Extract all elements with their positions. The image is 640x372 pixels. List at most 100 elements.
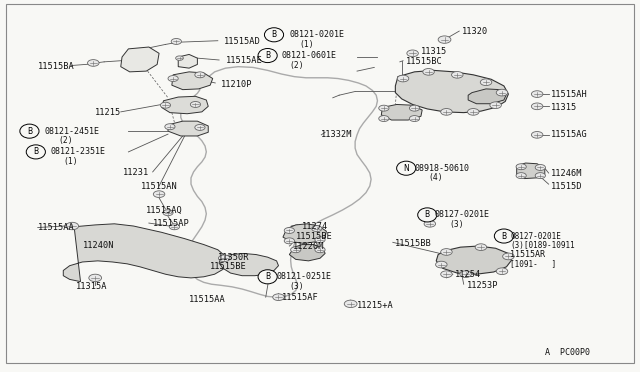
Circle shape bbox=[154, 191, 165, 198]
Circle shape bbox=[195, 125, 205, 131]
Text: N: N bbox=[403, 164, 409, 173]
Text: 11515BB: 11515BB bbox=[396, 239, 432, 248]
Text: 11515AF: 11515AF bbox=[282, 293, 319, 302]
Ellipse shape bbox=[26, 145, 45, 159]
Text: 11350R: 11350R bbox=[218, 253, 250, 262]
Text: 11515AA: 11515AA bbox=[189, 295, 226, 304]
Text: [1091-   ]: [1091- ] bbox=[510, 259, 557, 268]
Text: B: B bbox=[27, 126, 32, 136]
Polygon shape bbox=[283, 224, 326, 243]
Text: 11515AH: 11515AH bbox=[551, 90, 588, 99]
Text: (3)[0189-10911: (3)[0189-10911 bbox=[510, 241, 575, 250]
Circle shape bbox=[195, 72, 205, 78]
Text: 11515BE: 11515BE bbox=[210, 262, 247, 271]
Polygon shape bbox=[121, 47, 159, 72]
Circle shape bbox=[218, 255, 230, 262]
Polygon shape bbox=[289, 244, 325, 261]
Text: 11515BE: 11515BE bbox=[296, 231, 333, 241]
Text: 11254: 11254 bbox=[456, 270, 482, 279]
Text: 08127-0201E: 08127-0201E bbox=[435, 211, 490, 219]
Circle shape bbox=[165, 124, 175, 130]
Circle shape bbox=[190, 102, 200, 108]
Circle shape bbox=[516, 164, 526, 170]
Circle shape bbox=[315, 237, 325, 243]
Circle shape bbox=[163, 210, 173, 216]
Text: 08918-50610: 08918-50610 bbox=[415, 164, 470, 173]
Circle shape bbox=[379, 105, 389, 111]
Circle shape bbox=[423, 68, 435, 75]
Circle shape bbox=[312, 226, 322, 232]
Text: 08121-2451E: 08121-2451E bbox=[44, 126, 99, 136]
Text: (2): (2) bbox=[58, 136, 73, 145]
Text: 11515AD: 11515AD bbox=[224, 37, 261, 46]
Circle shape bbox=[397, 75, 409, 82]
Text: 11320: 11320 bbox=[462, 26, 488, 36]
Circle shape bbox=[284, 228, 294, 234]
Text: B: B bbox=[501, 231, 506, 241]
Circle shape bbox=[66, 222, 79, 230]
Circle shape bbox=[436, 261, 447, 268]
Circle shape bbox=[535, 164, 545, 170]
Text: 08127-0201E: 08127-0201E bbox=[510, 231, 561, 241]
Circle shape bbox=[170, 224, 179, 230]
Text: 11315A: 11315A bbox=[76, 282, 108, 291]
Text: 11515AA: 11515AA bbox=[38, 223, 74, 232]
Circle shape bbox=[175, 56, 183, 60]
Circle shape bbox=[424, 221, 436, 227]
Ellipse shape bbox=[258, 48, 277, 62]
Text: 11515AE: 11515AE bbox=[225, 56, 262, 65]
Circle shape bbox=[531, 132, 543, 138]
Circle shape bbox=[263, 271, 275, 278]
Circle shape bbox=[531, 103, 543, 110]
Text: 08121-0601E: 08121-0601E bbox=[282, 51, 337, 60]
Text: (3): (3) bbox=[289, 282, 304, 291]
Circle shape bbox=[379, 116, 389, 122]
Circle shape bbox=[291, 247, 301, 253]
Circle shape bbox=[535, 173, 545, 179]
Text: 11515BC: 11515BC bbox=[406, 57, 443, 66]
Ellipse shape bbox=[258, 270, 277, 284]
Polygon shape bbox=[516, 163, 545, 179]
Text: 11215: 11215 bbox=[95, 108, 122, 117]
Circle shape bbox=[168, 76, 178, 81]
Text: 11515AR: 11515AR bbox=[510, 250, 545, 259]
Text: 08121-0251E: 08121-0251E bbox=[276, 272, 332, 281]
Text: 11515AG: 11515AG bbox=[551, 130, 588, 140]
Circle shape bbox=[516, 173, 526, 179]
Text: (1): (1) bbox=[63, 157, 78, 166]
Text: 11332M: 11332M bbox=[321, 130, 353, 140]
Ellipse shape bbox=[20, 124, 39, 138]
Text: (4): (4) bbox=[429, 173, 443, 182]
Circle shape bbox=[502, 253, 514, 260]
Text: B: B bbox=[33, 147, 38, 156]
Text: 11215+A: 11215+A bbox=[357, 301, 394, 310]
Circle shape bbox=[89, 274, 102, 282]
Text: 11240N: 11240N bbox=[83, 241, 114, 250]
Circle shape bbox=[441, 248, 452, 255]
Text: B: B bbox=[265, 272, 270, 281]
Polygon shape bbox=[468, 89, 506, 104]
Circle shape bbox=[438, 36, 451, 43]
Circle shape bbox=[407, 50, 419, 57]
Polygon shape bbox=[396, 70, 508, 113]
Text: (1): (1) bbox=[300, 40, 314, 49]
Circle shape bbox=[475, 244, 486, 250]
Text: B: B bbox=[271, 30, 276, 39]
Text: 11515AQ: 11515AQ bbox=[147, 206, 183, 215]
Circle shape bbox=[441, 109, 452, 115]
Text: 11274: 11274 bbox=[302, 221, 328, 231]
Circle shape bbox=[496, 89, 508, 96]
Text: 11315: 11315 bbox=[551, 103, 577, 112]
Circle shape bbox=[480, 79, 492, 86]
Circle shape bbox=[401, 165, 412, 171]
Circle shape bbox=[441, 271, 452, 278]
Circle shape bbox=[490, 102, 501, 109]
Circle shape bbox=[344, 300, 357, 308]
Polygon shape bbox=[381, 105, 422, 120]
Text: 11210P: 11210P bbox=[221, 80, 253, 89]
Text: 11515AN: 11515AN bbox=[141, 182, 178, 191]
Circle shape bbox=[467, 109, 479, 115]
Text: 08121-0201E: 08121-0201E bbox=[289, 30, 344, 39]
Text: 11515D: 11515D bbox=[551, 182, 582, 190]
Text: 11315: 11315 bbox=[421, 47, 447, 56]
